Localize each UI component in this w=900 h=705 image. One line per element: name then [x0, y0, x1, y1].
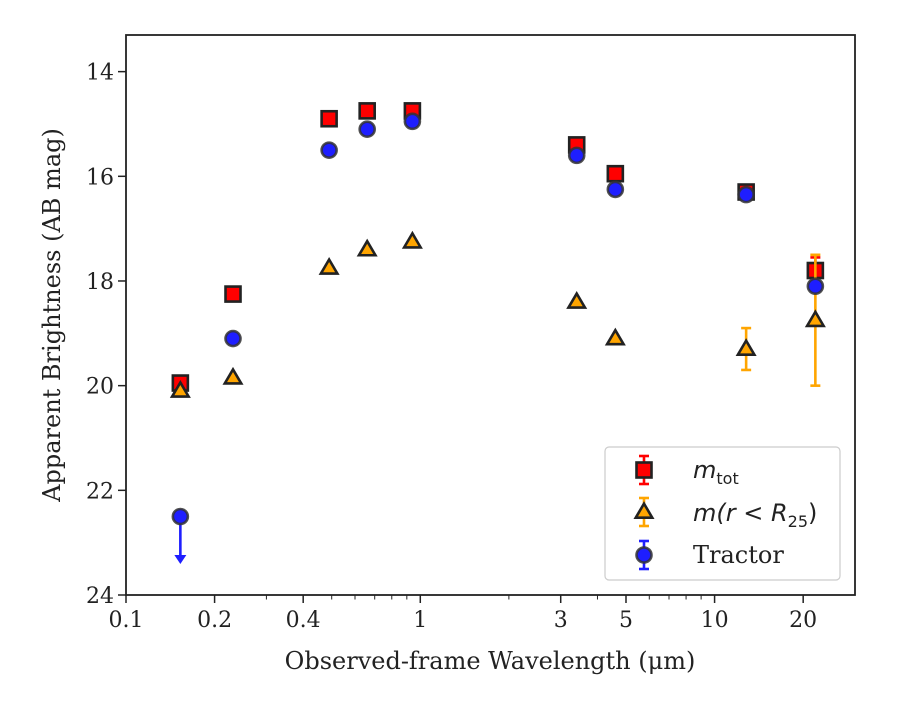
legend: mtot m(r < R25) Tractor [604, 446, 841, 581]
plot-frame [125, 34, 856, 596]
data-point-circle [567, 146, 586, 165]
x-axis-label: Observed-frame Wavelength (μm) [285, 647, 696, 675]
data-point-circle [224, 329, 242, 348]
legend-label-mr25-sub: 25 [788, 512, 808, 531]
x-tick-label: 3 [554, 608, 568, 633]
legend-box [604, 446, 841, 581]
data-point-circle [806, 277, 825, 296]
plot-marks [169, 102, 826, 564]
data-point-triangle [169, 379, 191, 398]
legend-key-circle [635, 546, 653, 564]
data-point-square [224, 285, 242, 303]
data-point-circle [403, 112, 422, 131]
x-tick-label: 1 [413, 608, 427, 633]
x-tick-label: 10 [701, 608, 729, 633]
axis-ticks: 0.1 0.2 0.4 1 3 5 10 20 14 16 18 20 22 24 [86, 61, 817, 633]
data-point-circle [358, 120, 376, 139]
data-point-triangle [401, 230, 423, 249]
data-point-triangle [318, 256, 340, 275]
legend-label-mr25-tail: ) [808, 499, 817, 527]
series-triangle [169, 230, 826, 398]
data-point-triangle [566, 290, 588, 309]
legend-label-tractor: Tractor [693, 541, 784, 569]
y-tick-label: 24 [86, 584, 114, 609]
series-circle [171, 112, 825, 564]
data-point-square [358, 102, 376, 120]
y-axis-label: Apparent Brightness (AB mag) [38, 128, 66, 503]
legend-label-mtot-sub: tot [716, 469, 738, 488]
data-point-triangle [604, 327, 626, 346]
data-point-square [320, 109, 338, 128]
data-point-circle [171, 507, 190, 526]
legend-label-mtot-main: m [693, 456, 716, 484]
data-point-triangle [222, 366, 244, 385]
legend-key-square [635, 461, 653, 479]
x-tick-label: 0.4 [286, 608, 321, 633]
data-point-triangle [356, 238, 378, 257]
y-tick-label: 20 [86, 375, 114, 400]
data-point-triangle [735, 338, 757, 356]
y-tick-label: 14 [86, 61, 114, 86]
x-tick-label: 0.2 [197, 608, 232, 633]
legend-key-triangle [633, 501, 655, 519]
data-point-circle [737, 185, 755, 204]
legend-label-mr25-main: m(r < R [693, 499, 788, 527]
data-point-square [606, 164, 625, 183]
upper-limit-arrow-head [174, 554, 187, 564]
legend-label-mtot: mtot [693, 456, 739, 488]
data-point-circle [606, 180, 625, 199]
legend-keys [633, 454, 655, 571]
y-tick-label: 22 [86, 479, 114, 504]
y-tick-label: 18 [86, 270, 114, 295]
x-tick-label: 20 [789, 608, 817, 633]
x-tick-label: 5 [619, 608, 633, 633]
legend-label-mr25: m(r < R25) [693, 499, 817, 531]
y-tick-label: 16 [86, 165, 114, 190]
data-point-triangle [804, 309, 826, 328]
x-tick-label: 0.1 [109, 608, 144, 633]
data-point-circle [320, 141, 338, 159]
